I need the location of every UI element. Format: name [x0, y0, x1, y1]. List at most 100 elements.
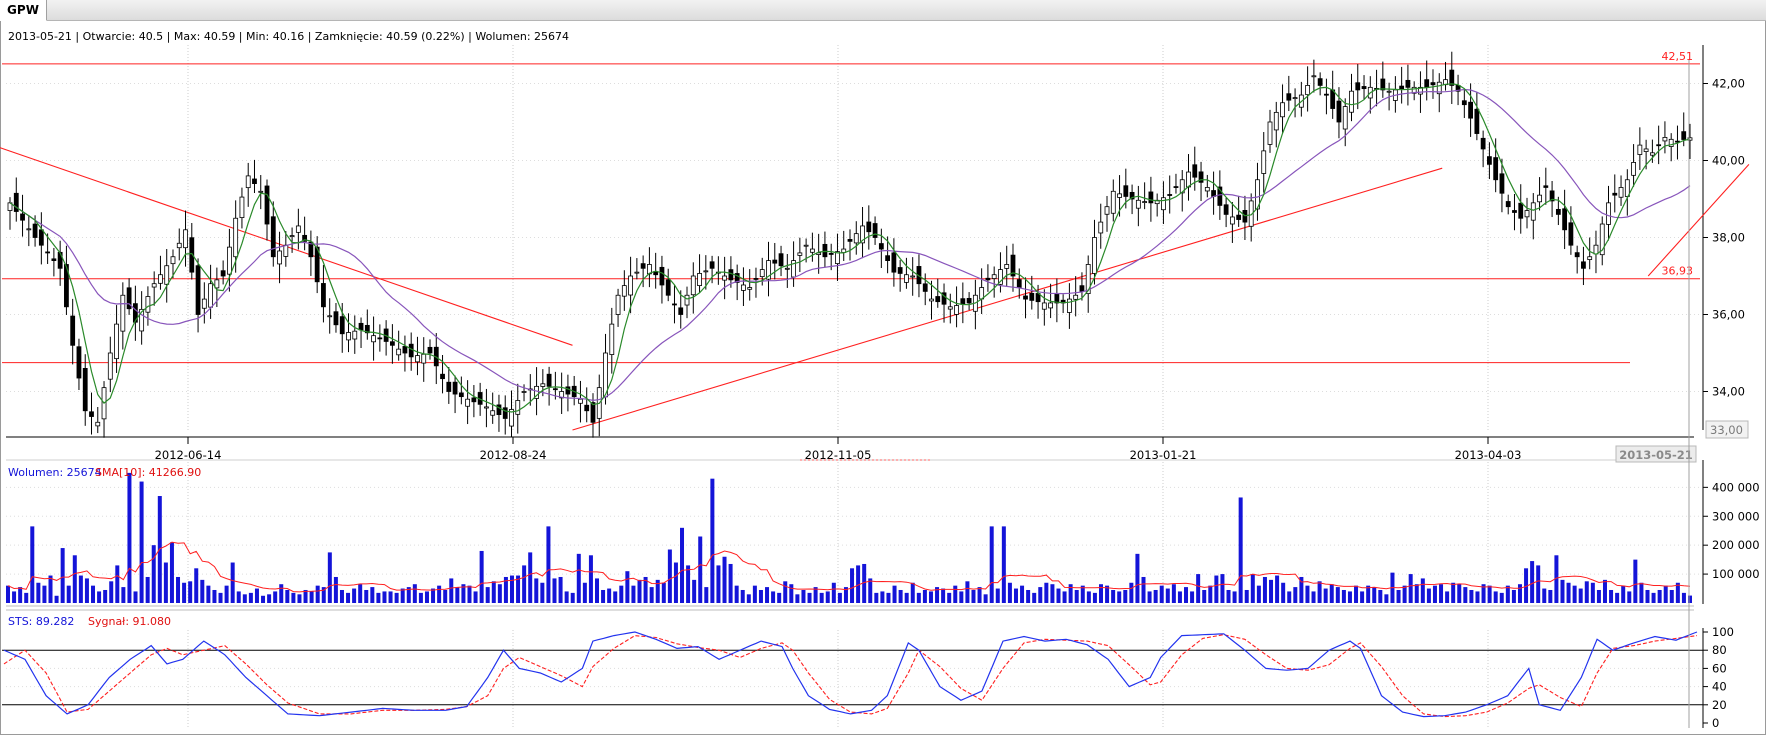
candle-body-157: [991, 274, 997, 279]
candle-body-63: [402, 346, 408, 354]
volume-bar-119: [728, 563, 733, 603]
volume-bar-26: [163, 562, 168, 603]
volume-bar-87: [534, 578, 539, 603]
candle-body-200: [1261, 150, 1267, 174]
volume-bar-277: [1688, 595, 1692, 603]
candle-body-18: [120, 294, 126, 332]
candle-body-160: [1010, 254, 1016, 277]
candle-body-49: [314, 246, 320, 283]
volume-bar-124: [758, 589, 763, 603]
candle-body-74: [471, 397, 477, 403]
volume-bar-63: [388, 591, 393, 603]
candle-body-140: [885, 255, 891, 261]
candle-body-13: [89, 411, 94, 417]
volume-bar-175: [1068, 584, 1073, 603]
volume-bar-10: [66, 585, 71, 603]
volume-bar-29: [182, 582, 187, 603]
volume-bar-219: [1335, 587, 1340, 603]
volume-bar-53: [327, 552, 332, 603]
trend-line-2: [1647, 163, 1750, 277]
volume-bar-67: [412, 584, 417, 603]
volume-bar-78: [479, 550, 484, 603]
candle-body-180: [1135, 199, 1141, 209]
price-tick-label-3: 40,00: [1712, 154, 1745, 168]
volume-bar-86: [528, 552, 533, 603]
candle-body-210: [1324, 93, 1329, 96]
sts-signal-header: Sygnał: 91.080: [88, 615, 171, 628]
volume-bar-43: [267, 594, 272, 603]
volume-bar-204: [1244, 589, 1249, 603]
tab-gpw[interactable]: GPW: [0, 0, 47, 21]
candle-body-266: [1675, 140, 1680, 143]
candle-body-255: [1606, 202, 1611, 225]
candle-body-178: [1123, 185, 1129, 197]
candle-body-132: [835, 251, 840, 264]
candle-body-70: [446, 381, 452, 392]
volume-bar-244: [1487, 585, 1492, 603]
candle-body-76: [484, 406, 489, 409]
volume-bar-139: [850, 568, 855, 603]
candle-body-7: [51, 258, 57, 262]
volume-bar-16: [103, 589, 108, 603]
x-tick-label-3: 2013-01-21: [1130, 448, 1197, 462]
candle-body-161: [1016, 279, 1022, 288]
candle-body-14: [95, 421, 101, 427]
x-tick-label-1: 2012-08-24: [480, 448, 547, 462]
volume-bar-224: [1366, 585, 1371, 603]
volume-bar-56: [346, 592, 351, 603]
candle-body-37: [239, 196, 245, 218]
volume-bar-169: [1032, 592, 1037, 603]
candle-body-108: [684, 294, 690, 306]
volume-bar-214: [1305, 585, 1310, 603]
volume-bar-221: [1347, 591, 1352, 603]
volume-bar-178: [1086, 591, 1091, 603]
volume-bar-71: [437, 585, 442, 603]
volume-bar-258: [1572, 585, 1577, 603]
volume-bar-167: [1020, 585, 1025, 603]
volume-bar-151: [922, 589, 927, 603]
volume-bar-241: [1469, 589, 1474, 603]
candle-body-263: [1656, 144, 1662, 147]
candle-body-30: [195, 265, 201, 315]
volume-bar-211: [1287, 591, 1292, 603]
volume-bar-155: [947, 592, 952, 603]
volume-bar-105: [643, 576, 648, 603]
candle-body-254: [1599, 223, 1605, 256]
candle-body-205: [1292, 97, 1298, 100]
candle-body-220: [1386, 90, 1392, 93]
volume-bar-107: [655, 579, 660, 603]
candle-body-89: [565, 386, 571, 395]
volume-bar-112: [686, 565, 691, 603]
volume-bar-179: [1092, 592, 1097, 603]
volume-bar-245: [1493, 591, 1498, 603]
candle-body-62: [396, 348, 402, 356]
candle-body-41: [264, 185, 270, 225]
volume-bar-230: [1402, 585, 1407, 603]
volume-bar-134: [819, 592, 824, 603]
volume-bar-64: [394, 592, 399, 603]
candle-body-121: [766, 260, 771, 280]
candle-body-51: [327, 315, 333, 318]
candle-body-118: [747, 287, 753, 290]
sts-tick-label-4: 80: [1712, 643, 1727, 657]
candle-body-216: [1361, 86, 1367, 90]
candle-body-36: [233, 217, 239, 258]
volume-bar-153: [935, 587, 940, 603]
candle-body-152: [960, 298, 966, 305]
volume-bar-110: [673, 562, 678, 603]
volume-sma-line: [7, 541, 1691, 593]
volume-bar-270: [1645, 589, 1650, 603]
volume-bar-232: [1414, 584, 1419, 603]
volume-bar-38: [236, 591, 241, 603]
candle-body-250: [1574, 252, 1580, 258]
candle-body-215: [1355, 82, 1361, 91]
volume-bar-33: [206, 585, 211, 603]
volume-bar-227: [1384, 594, 1389, 603]
volume-bar-246: [1499, 592, 1504, 603]
volume-bar-51: [315, 585, 320, 603]
candle-body-134: [847, 239, 853, 242]
candle-body-242: [1524, 210, 1530, 218]
volume-bar-184: [1123, 589, 1128, 603]
volume-bar-177: [1080, 585, 1085, 603]
